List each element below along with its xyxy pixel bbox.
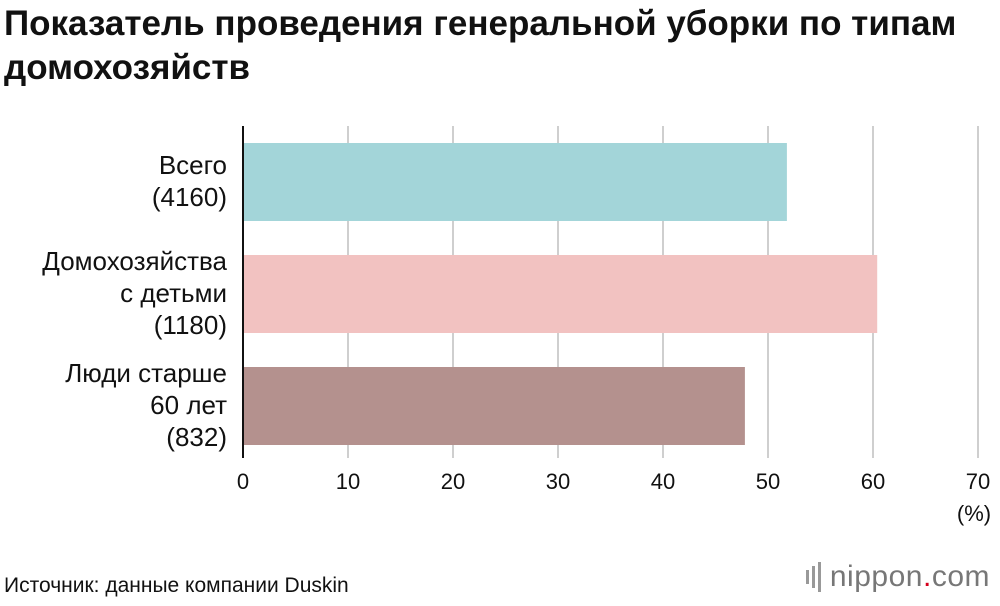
tick-label-10: 10 [336,469,360,494]
category-label-0-line-1: (4160) [152,182,227,212]
category-label-1-line-1: с детьми [120,278,227,308]
category-label-0: Всего(4160) [152,150,227,212]
tick-label-50: 50 [756,469,780,494]
category-label-2-line-1: 60 лет [150,390,227,420]
bars [243,143,878,445]
logo-suffix: com [931,560,990,593]
tick-label-40: 40 [651,469,675,494]
tick-label-30: 30 [546,469,570,494]
unit-label: (%) [957,501,991,526]
bar-2 [243,367,745,445]
tick-label-20: 20 [441,469,465,494]
category-label-1-line-0: Домохозяйства [42,246,227,276]
tick-label-60: 60 [861,469,885,494]
logo-name: nippon [829,560,923,593]
category-label-0-line-0: Всего [159,150,227,180]
nippon-logo: nippon. com [805,560,990,594]
chart-title: Показатель проведения генеральной уборки… [4,4,957,87]
logo-dot: . [922,560,932,593]
bar-0 [243,143,787,221]
tick-label-70: 70 [966,469,990,494]
source-note: Источник: данные компании Duskin [4,574,349,597]
category-label-1-line-2: (1180) [154,310,227,340]
category-label-2-line-2: (832) [166,422,227,452]
x-tick-labels: 0 10 20 30 40 50 60 70 [237,469,990,494]
tick-label-0: 0 [237,469,249,494]
logo-bars-icon [805,562,824,592]
category-label-2-line-0: Люди старше [65,358,227,388]
bar-1 [243,255,878,333]
